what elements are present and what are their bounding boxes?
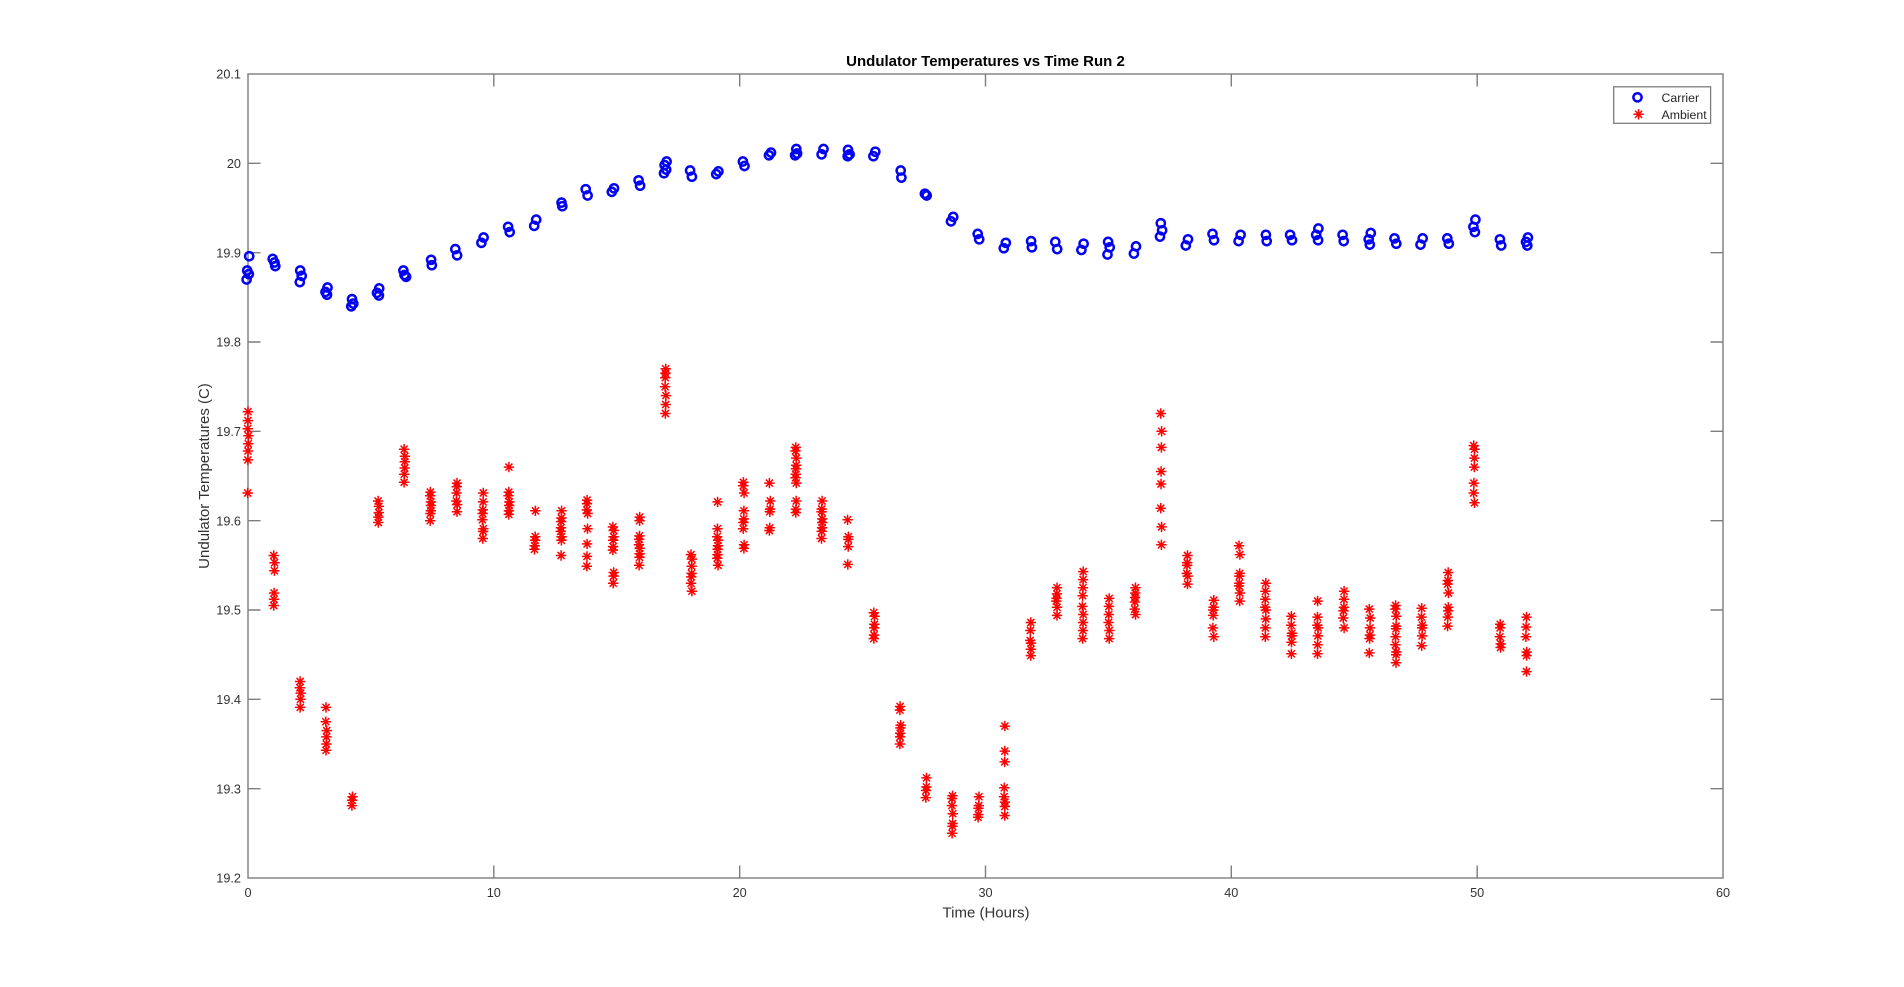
- svg-text:20: 20: [227, 157, 241, 171]
- svg-text:19.8: 19.8: [216, 336, 241, 350]
- svg-text:10: 10: [487, 886, 501, 900]
- svg-text:0: 0: [244, 886, 251, 900]
- svg-text:Carrier: Carrier: [1662, 91, 1700, 105]
- svg-text:19.9: 19.9: [216, 246, 241, 260]
- svg-text:19.5: 19.5: [216, 604, 241, 618]
- svg-text:Time (Hours): Time (Hours): [943, 905, 1030, 922]
- svg-text:Undulator Temperatures vs Time: Undulator Temperatures vs Time Run 2: [846, 53, 1125, 70]
- svg-text:50: 50: [1470, 886, 1484, 900]
- svg-text:Undulator Temperatures (C): Undulator Temperatures (C): [196, 383, 213, 569]
- svg-text:19.2: 19.2: [216, 872, 241, 886]
- svg-text:19.7: 19.7: [216, 425, 241, 439]
- svg-text:60: 60: [1716, 886, 1730, 900]
- svg-text:40: 40: [1224, 886, 1238, 900]
- svg-text:20: 20: [733, 886, 747, 900]
- svg-text:Ambient: Ambient: [1662, 108, 1708, 122]
- svg-text:19.4: 19.4: [216, 693, 241, 707]
- svg-text:19.6: 19.6: [216, 514, 241, 528]
- svg-text:30: 30: [978, 886, 992, 900]
- svg-text:20.1: 20.1: [216, 68, 241, 82]
- svg-text:19.3: 19.3: [216, 782, 241, 796]
